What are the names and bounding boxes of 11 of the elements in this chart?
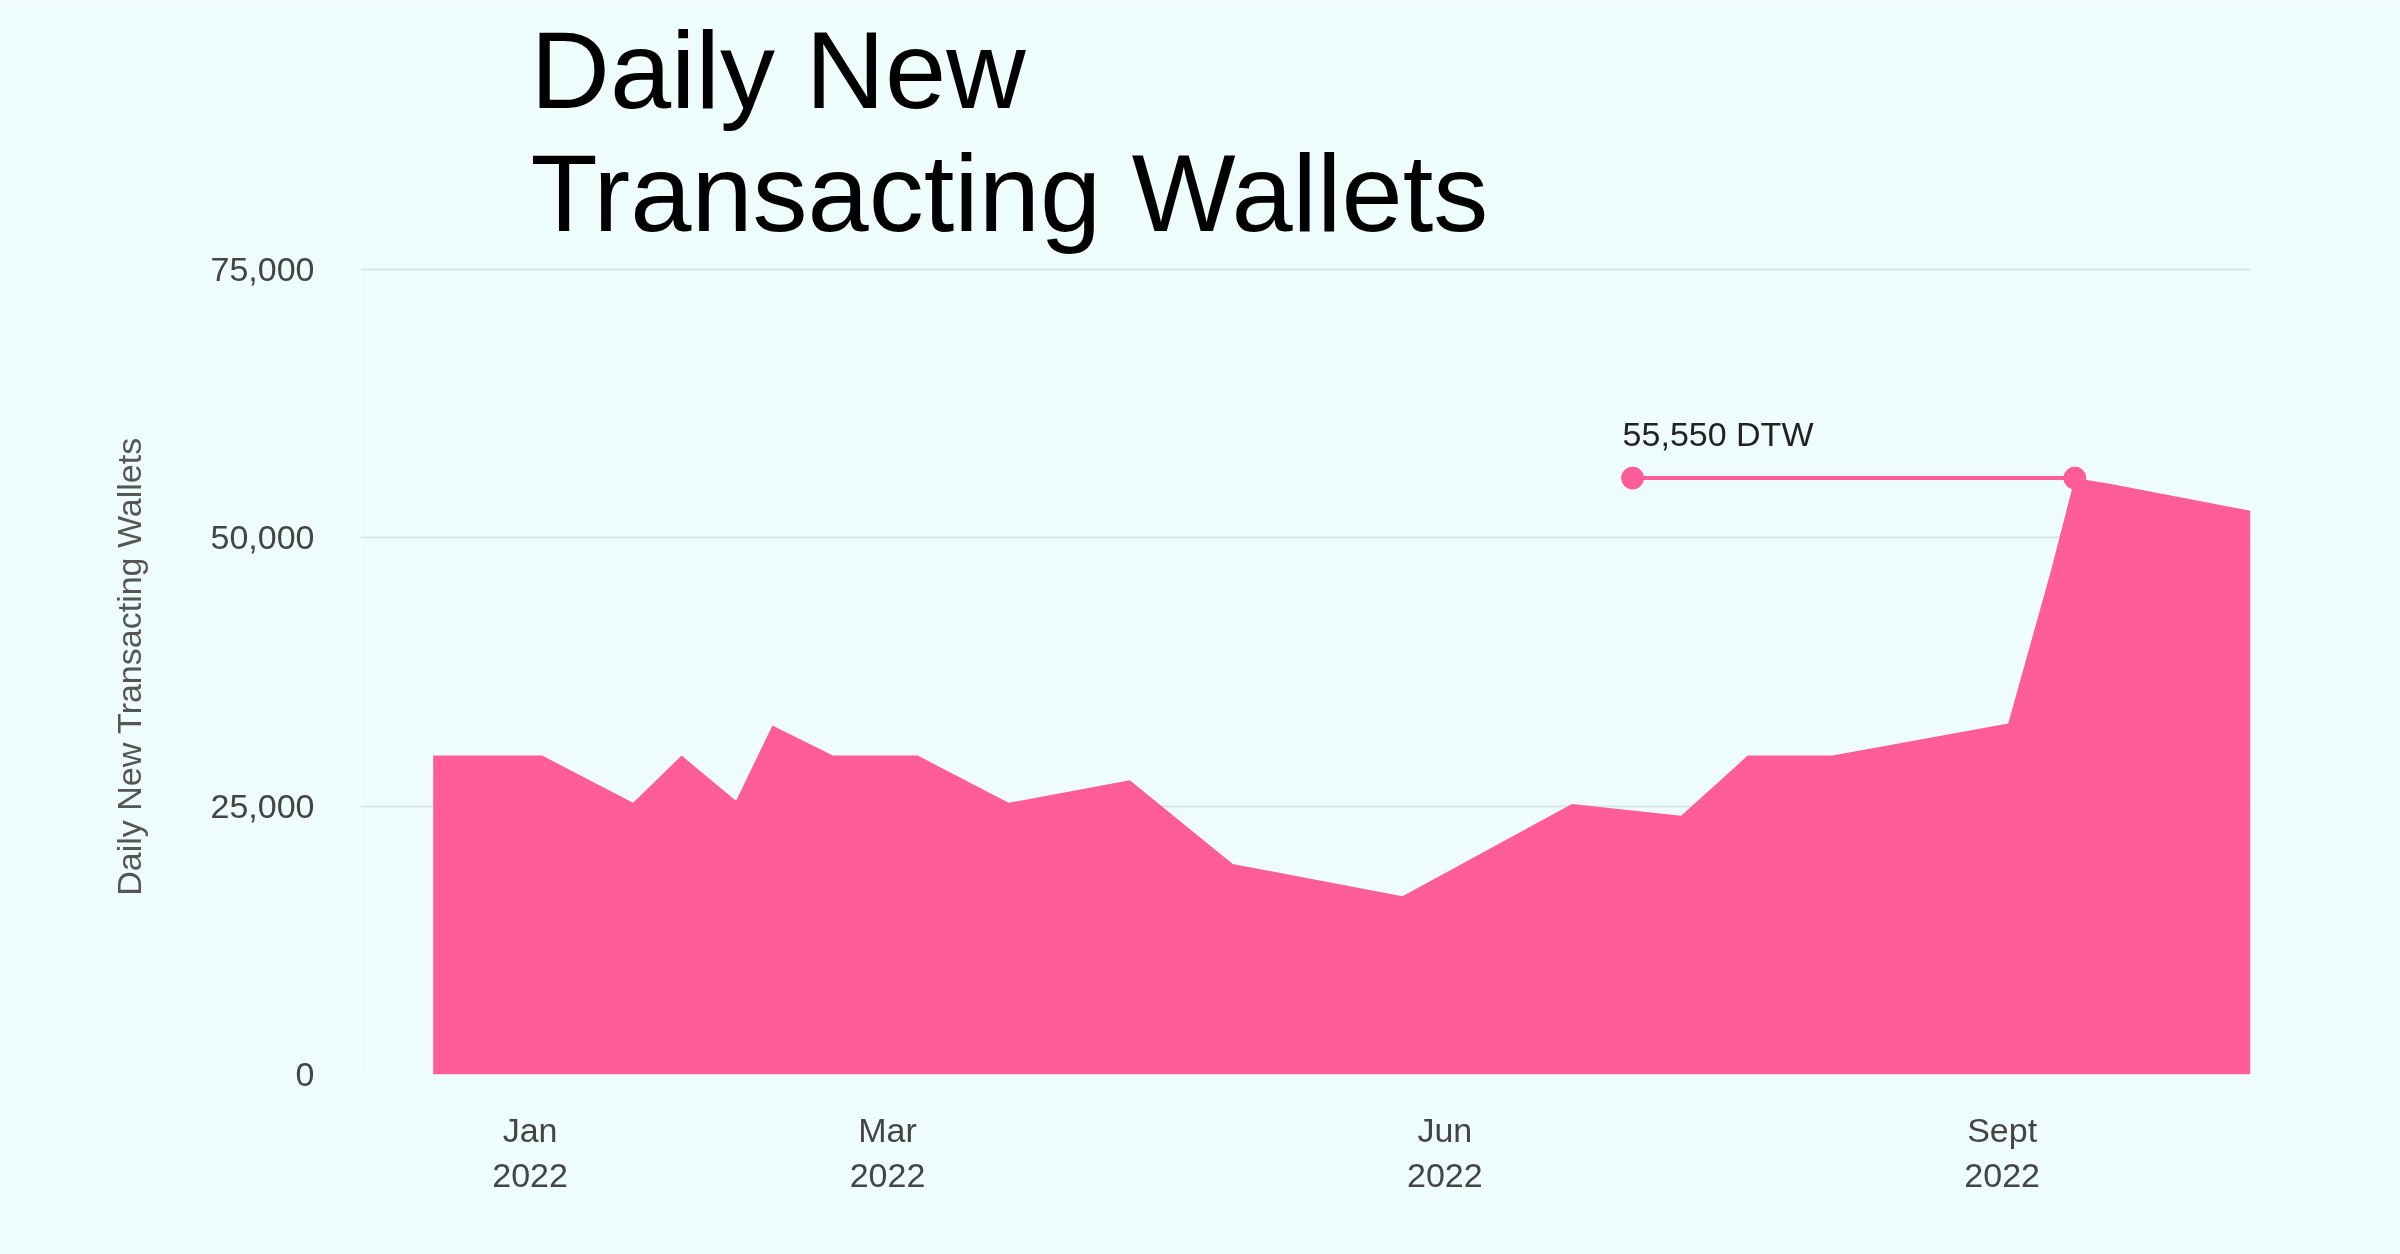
y-tick-label: 75,000 (210, 249, 315, 288)
x-tick-label: Jan 2022 (492, 1110, 568, 1195)
y-tick-label: 50,000 (210, 518, 315, 557)
y-tick-label: 0 (295, 1055, 315, 1093)
y-tick-label: 25,000 (210, 786, 315, 825)
annotation: 55,550 DTW (1622, 415, 1814, 454)
y-axis-title: Daily New Transacting Wallets (109, 437, 148, 896)
x-tick-label: Jun 2022 (1407, 1110, 1483, 1195)
x-tick-label: Mar 2022 (849, 1110, 926, 1195)
chart-title: Daily New Transacting Wallets (530, 7, 1489, 254)
x-tick-label: Sept 2022 (1964, 1110, 2040, 1195)
